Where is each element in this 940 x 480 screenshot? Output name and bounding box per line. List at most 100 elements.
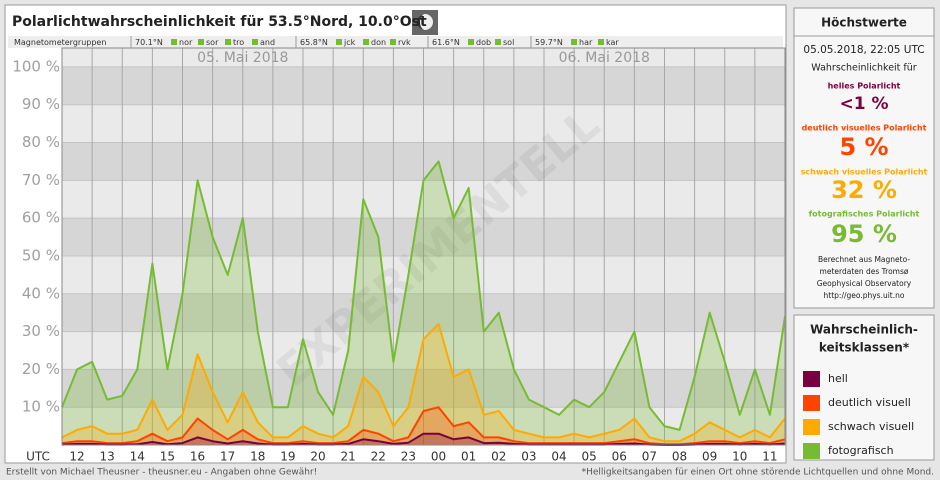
groups-label: Magnetometergruppen (14, 38, 106, 47)
legend-label: hell (828, 372, 848, 385)
x-tick-label: 00 (431, 450, 446, 464)
title: Polarlichtwahrscheinlichkeit für 53.5°No… (12, 14, 427, 30)
station-name: rvk (398, 38, 411, 47)
series-area (62, 161, 785, 445)
x-tick-label: 19 (280, 450, 295, 464)
y-tick-label: 80 % (22, 133, 60, 151)
x-tick-label: 12 (69, 450, 84, 464)
y-tick-label: 50 % (22, 246, 60, 264)
x-tick-label: 16 (190, 450, 205, 464)
station-name: dob (476, 38, 491, 47)
station-swatch (225, 39, 231, 45)
x-tick-label: 01 (461, 450, 476, 464)
x-tick-label: 03 (521, 450, 536, 464)
y-tick-label: 40 % (22, 284, 60, 302)
sidebar-title: Höchstwerte (821, 16, 907, 30)
legend-swatch (803, 395, 820, 411)
station-name: don (371, 38, 386, 47)
y-tick-label: 100 % (12, 57, 60, 75)
max-label: fotografisches Polarlicht (809, 210, 920, 219)
station-name: sor (206, 38, 219, 47)
x-tick-label: 13 (100, 450, 115, 464)
max-value: 95 % (831, 220, 897, 248)
legend-label: schwach visuell (828, 420, 914, 433)
x-tick-label: 14 (130, 450, 145, 464)
date-label: 06. Mai 2018 (559, 50, 650, 66)
sidebar-time: 05.05.2018, 22:05 UTC (803, 44, 924, 56)
max-panel (793, 7, 935, 309)
date-label: 05. Mai 2018 (197, 50, 288, 66)
x-tick-label: 06 (612, 450, 627, 464)
station-swatch (363, 39, 369, 45)
max-value: <1 % (839, 94, 888, 114)
plot: 10 % 20 % 30 % 40 % 50 % 60 % 70 % 80 % 90 % 100 … (12, 47, 786, 464)
series-area (62, 324, 785, 445)
station-name: and (260, 38, 275, 47)
sidebar-note: Geophysical Observatory (817, 279, 912, 288)
legend-panel (793, 314, 935, 461)
station-swatch (390, 39, 396, 45)
max-label: helles Polarlicht (828, 82, 901, 91)
station-swatch (495, 39, 501, 45)
group-latitude: 70.1°N (135, 38, 163, 47)
x-tick-label: 02 (491, 450, 506, 464)
x-tick-label: 23 (401, 450, 416, 464)
footer-left: Erstellt von Michael Theusner - theusner… (6, 468, 317, 478)
station-swatch (252, 39, 258, 45)
x-tick-label: 05 (582, 450, 597, 464)
legend-swatch (803, 371, 820, 387)
series-line (61, 160, 786, 431)
station-name: tro (233, 38, 244, 47)
sidebar-note: http://geo.phys.uit.no (824, 291, 905, 300)
x-tick-label: 18 (250, 450, 265, 464)
x-tick-label: 15 (160, 450, 175, 464)
x-tick-label: 21 (341, 450, 356, 464)
x-tick-label: 07 (642, 450, 657, 464)
max-value: 32 % (831, 176, 897, 204)
group-latitude: 59.7°N (535, 38, 563, 47)
legend-title: keitsklassen* (819, 341, 910, 355)
station-name: har (579, 38, 593, 47)
y-tick-label: 60 % (22, 209, 60, 227)
station-swatch (468, 39, 474, 45)
group-latitude: 65.8°N (300, 38, 328, 47)
x-axis-label: UTC (26, 450, 50, 464)
series-area (62, 407, 785, 445)
legend-swatch (803, 443, 820, 459)
footer-right: *Helligkeitsangaben für einen Ort ohne s… (582, 468, 934, 478)
y-tick-label: 70 % (22, 171, 60, 189)
moon-shadow (417, 14, 425, 30)
max-label: deutlich visuelles Polarlicht (802, 124, 927, 133)
y-tick-label: 90 % (22, 95, 60, 113)
x-tick-label: 22 (371, 450, 386, 464)
legend-label: fotografisch (828, 444, 894, 457)
plot-border (61, 47, 786, 446)
sidebar-intro: Wahrscheinlichkeit für (811, 63, 917, 74)
station-name: kar (606, 38, 619, 47)
sidebar-note: meterdaten des Tromsø (820, 267, 909, 276)
station-swatch (171, 39, 177, 45)
station-swatch (198, 39, 204, 45)
x-tick-label: 17 (220, 450, 235, 464)
legend-label: deutlich visuell (828, 396, 911, 409)
max-label: schwach visuelles Polarlicht (801, 168, 928, 177)
station-name: jck (343, 38, 356, 47)
station-swatch (598, 39, 604, 45)
x-tick-label: 20 (310, 450, 325, 464)
y-tick-label: 10 % (22, 398, 60, 416)
x-tick-label: 04 (551, 450, 566, 464)
series-line (61, 323, 786, 443)
station-name: nor (179, 38, 193, 47)
x-tick-label: 09 (702, 450, 717, 464)
x-tick-label: 08 (672, 450, 687, 464)
x-tick-label: 10 (732, 450, 747, 464)
y-tick-label: 20 % (22, 360, 60, 378)
moon-icon (417, 14, 433, 30)
group-latitude: 61.6°N (432, 38, 460, 47)
x-tick-label: 11 (762, 450, 777, 464)
legend-title: Wahrscheinlich- (810, 323, 918, 337)
y-tick-label: 30 % (22, 322, 60, 340)
station-swatch (336, 39, 342, 45)
station-name: sol (503, 38, 514, 47)
legend-swatch (803, 419, 820, 435)
